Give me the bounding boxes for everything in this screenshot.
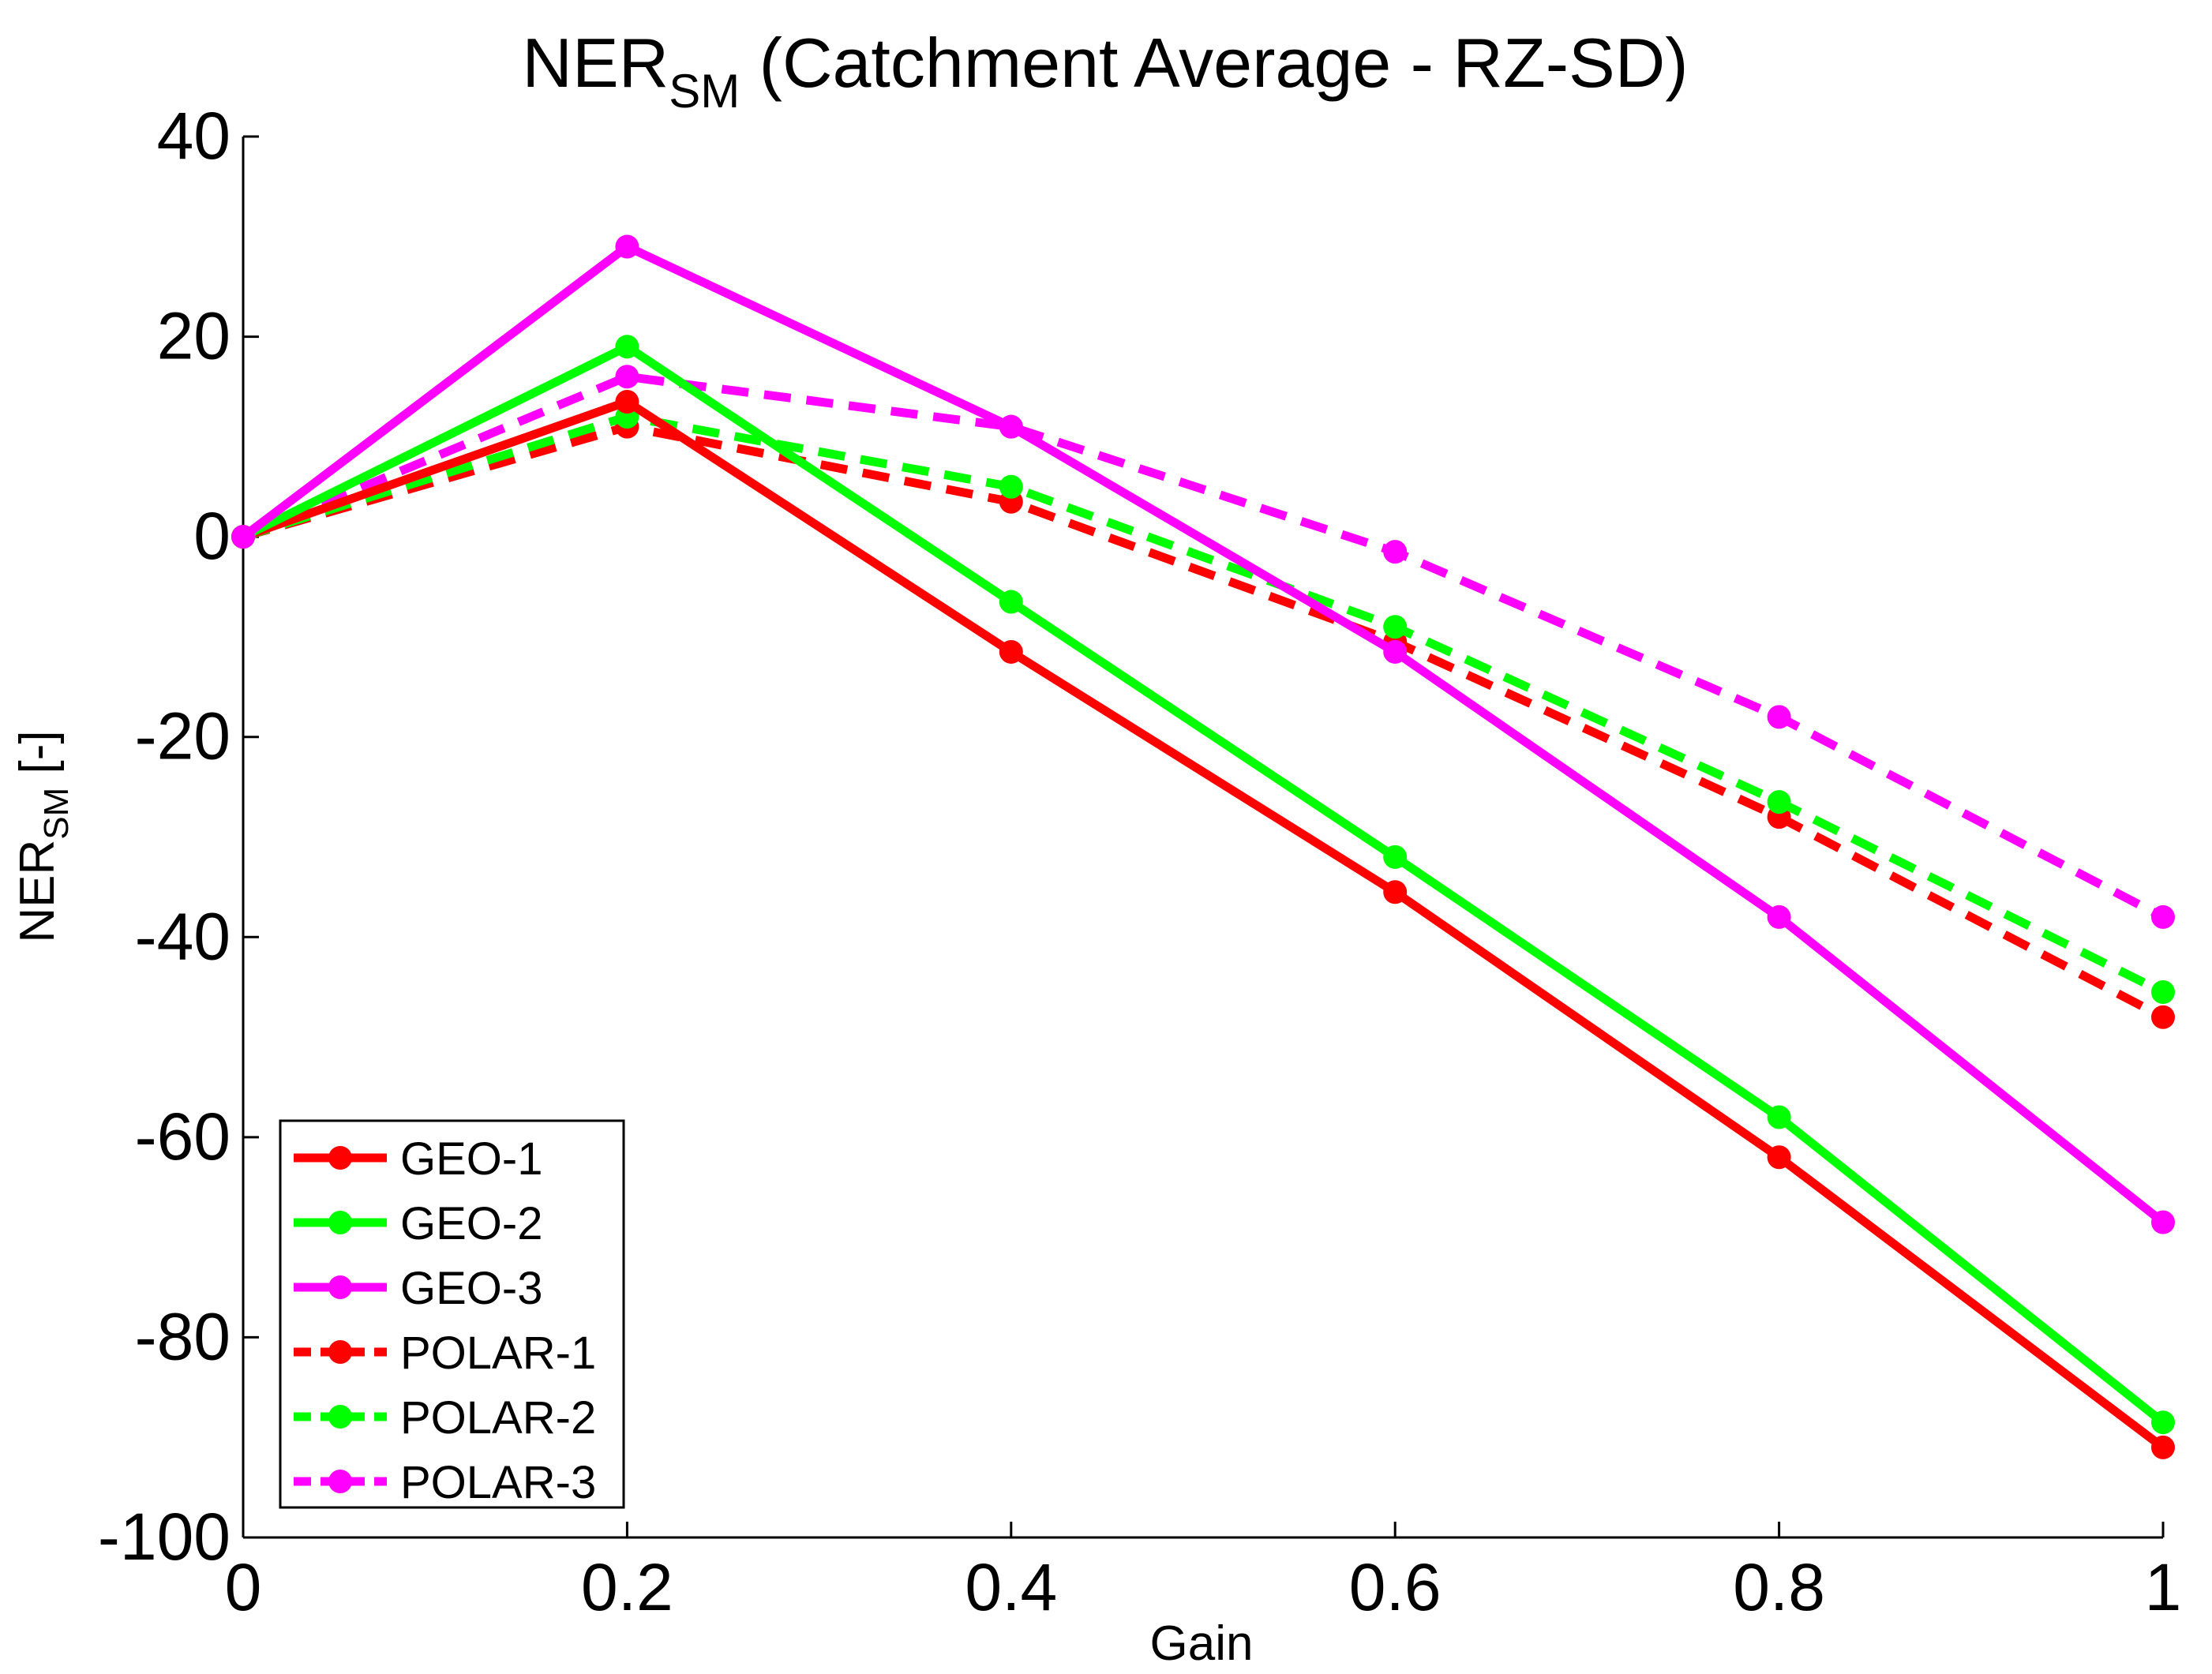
data-point-geo-1 (999, 639, 1023, 664)
series-line-polar-3 (241, 372, 2165, 921)
series-geo-3 (231, 234, 2175, 1234)
data-point-polar-3 (1383, 540, 1408, 564)
data-point-geo-1 (1383, 880, 1408, 904)
legend-swatch-marker (328, 1340, 352, 1364)
data-point-polar-3 (2151, 904, 2175, 929)
chart-title-rest: (Catchment Average - RZ-SD) (740, 24, 1688, 102)
legend-item-polar-1: POLAR-1 (294, 1328, 596, 1379)
y-tick-label: 40 (157, 99, 231, 173)
data-point-polar-2 (1767, 790, 1791, 815)
legend-item-geo-3: GEO-3 (294, 1263, 543, 1314)
data-point-polar-1 (2151, 1005, 2175, 1029)
legend-item-geo-1: GEO-1 (294, 1133, 543, 1185)
data-point-geo-3 (1767, 904, 1791, 929)
y-tick-label: -40 (135, 899, 231, 973)
data-point-geo-3 (2151, 1210, 2175, 1234)
y-axis-label-subscript: SM (37, 788, 76, 840)
legend: GEO-1 GEO-2 GEO-3 POLAR-1 POLAR-2 POLAR-3 (279, 1119, 625, 1509)
chart-title-subscript: SM (669, 65, 740, 118)
axes (242, 137, 2163, 1539)
legend-label: GEO-1 (400, 1133, 543, 1185)
legend-swatch-marker (328, 1211, 352, 1234)
y-ticks: -100 -80 -60 -40 -20 0 20 40 (98, 99, 259, 1574)
legend-label: GEO-3 (400, 1263, 543, 1314)
data-point-geo-3 (1383, 639, 1408, 664)
y-axis-label-rest: [-] (10, 730, 65, 787)
legend-swatch-marker (328, 1275, 352, 1299)
legend-swatch-marker (328, 1146, 352, 1170)
data-point-geo-2 (1767, 1105, 1791, 1129)
series-line-geo-1 (242, 397, 2166, 1451)
y-tick-label: -60 (135, 1099, 231, 1174)
x-tick-label: 0.2 (581, 1550, 673, 1624)
y-axis-label: NERSM [-] (10, 730, 76, 942)
y-tick-label: -100 (98, 1500, 231, 1574)
data-point-geo-2 (615, 335, 639, 359)
legend-item-polar-2: POLAR-2 (294, 1392, 596, 1444)
data-point-geo-3 (999, 414, 1023, 439)
data-point-geo-1 (615, 389, 639, 414)
legend-box (279, 1119, 625, 1509)
series-line-geo-2 (241, 342, 2166, 1426)
legend-label: POLAR-1 (400, 1328, 596, 1379)
data-point-polar-2 (999, 474, 1023, 499)
data-point-geo-2 (2151, 1410, 2175, 1435)
y-axis-label-main: NER (10, 840, 65, 943)
data-point-geo-3 (231, 525, 255, 549)
x-ticks: 0 0.2 0.4 0.6 0.8 1 (225, 1522, 2182, 1624)
series-layer (231, 234, 2175, 1459)
data-point-polar-3 (1767, 705, 1791, 729)
legend-label: POLAR-3 (400, 1457, 596, 1508)
chart-title: NERSM (Catchment Average - RZ-SD) (522, 24, 1688, 118)
x-tick-label: 0 (225, 1550, 262, 1624)
y-tick-label: 0 (193, 499, 231, 573)
legend-swatch-marker (328, 1405, 352, 1429)
data-point-geo-1 (1767, 1145, 1791, 1170)
legend-item-geo-2: GEO-2 (294, 1198, 543, 1249)
data-point-geo-2 (999, 590, 1023, 614)
x-tick-label: 1 (2145, 1550, 2182, 1624)
y-tick-label: -80 (135, 1299, 231, 1373)
data-point-polar-2 (2151, 980, 2175, 1005)
x-tick-label: 0.4 (965, 1550, 1057, 1624)
x-tick-label: 0.8 (1733, 1550, 1825, 1624)
y-tick-label: -20 (135, 699, 231, 773)
x-axis-label: Gain (1150, 1616, 1254, 1671)
data-point-geo-1 (2151, 1435, 2175, 1459)
data-point-geo-3 (615, 234, 639, 259)
legend-item-polar-3: POLAR-3 (294, 1457, 596, 1508)
legend-label: GEO-2 (400, 1198, 543, 1249)
series-line-polar-2 (242, 412, 2165, 996)
data-point-polar-3 (615, 365, 639, 389)
series-line-geo-3 (240, 242, 2166, 1226)
legend-label: POLAR-2 (400, 1392, 596, 1444)
data-point-polar-2 (1383, 615, 1408, 639)
y-tick-label: 20 (157, 299, 231, 373)
x-tick-label: 0.6 (1349, 1550, 1442, 1624)
chart-title-main: NER (522, 24, 669, 102)
series-line-polar-1 (242, 422, 2165, 1021)
legend-swatch-marker (328, 1470, 352, 1493)
data-point-geo-2 (1383, 844, 1408, 869)
